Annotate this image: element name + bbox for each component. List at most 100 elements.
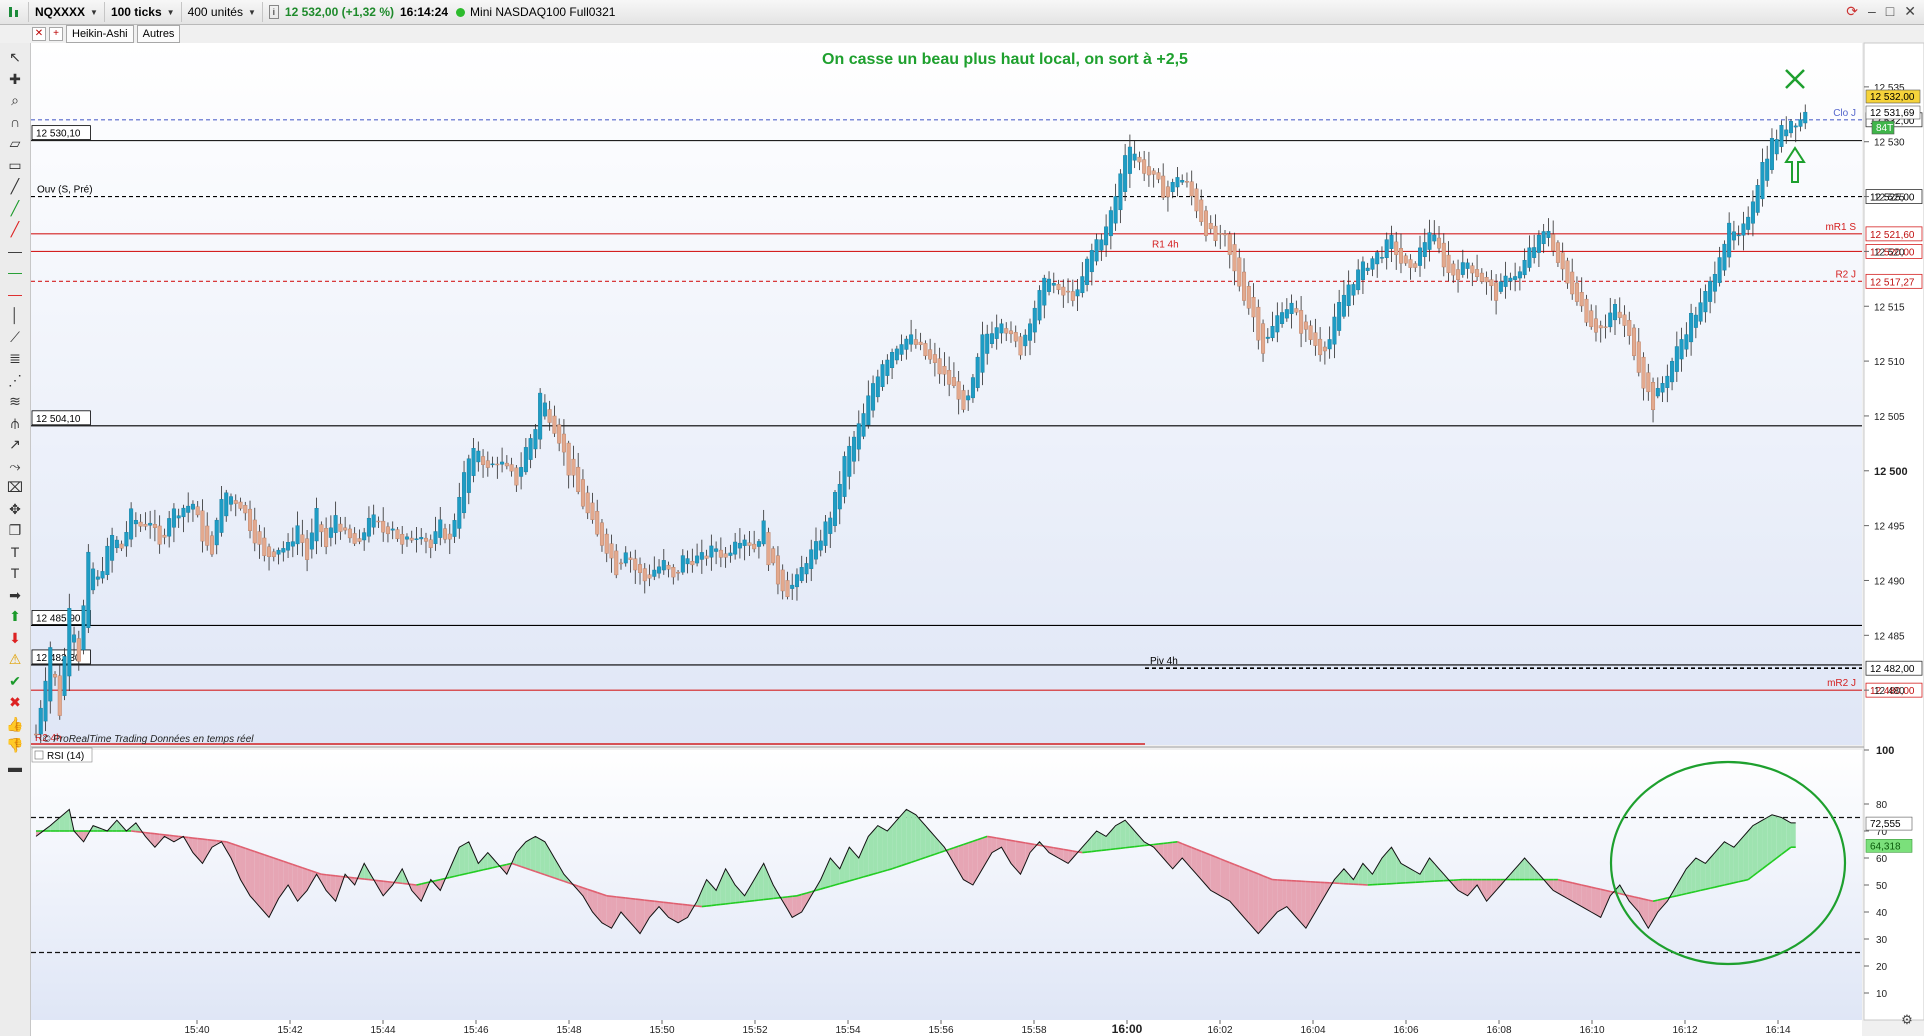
candle (433, 516, 438, 551)
rsi-ma-segment (221, 840, 227, 843)
minimize-icon[interactable]: – (1868, 3, 1876, 19)
red-hline-icon[interactable]: — (8, 285, 22, 302)
candle (1717, 246, 1722, 287)
rsi-fill-down (611, 896, 617, 929)
candle (324, 517, 329, 555)
check-icon[interactable]: ✔ (9, 672, 21, 689)
candle-up (1099, 239, 1104, 251)
candle-down (443, 528, 448, 540)
rsi-fill-down (668, 902, 674, 921)
settings-icon[interactable]: ⚙ (1901, 1012, 1913, 1027)
candle (224, 489, 229, 522)
candle (428, 534, 433, 559)
candle-down (937, 358, 942, 375)
green-line-icon[interactable]: — (8, 264, 22, 280)
symbol-select[interactable]: NQXXXX ▼ (29, 2, 105, 22)
candle (100, 556, 105, 584)
fan-icon[interactable]: ⋰ (8, 371, 22, 388)
fib-icon[interactable]: ⟋ (10, 328, 20, 345)
rsi-fill-down (1591, 887, 1596, 915)
rsi-ma-segment (416, 883, 422, 886)
candle (381, 507, 386, 542)
rsi-ma-segment (1219, 858, 1226, 862)
candle-down (647, 574, 652, 579)
trend-icon[interactable]: ╱ (10, 199, 20, 216)
candle-down (561, 433, 566, 453)
others-button[interactable]: Autres (136, 25, 181, 43)
candle (114, 536, 119, 553)
candle (1218, 224, 1223, 250)
close-icon[interactable]: ✕ (1904, 3, 1916, 19)
thumb-up-icon[interactable]: 👍 (6, 715, 24, 732)
candle (1441, 233, 1446, 277)
candle-up (1522, 260, 1527, 276)
thumb-down-icon[interactable]: 👎 (6, 737, 24, 753)
rsi-fill-down (1248, 870, 1254, 929)
candle (657, 559, 662, 579)
red-line-icon[interactable]: ╱ (10, 221, 20, 237)
candle-down (752, 543, 757, 550)
chart-type-icon[interactable] (0, 2, 29, 22)
candle-down (718, 549, 723, 558)
elliott-icon[interactable]: ⤳ (9, 457, 21, 474)
candle-down (956, 381, 961, 400)
candle (638, 557, 643, 585)
eraser-icon[interactable]: ▬ (8, 758, 22, 775)
candle-up (1075, 289, 1080, 297)
channel-icon[interactable]: ≣ (9, 350, 21, 366)
move-icon[interactable]: ✥ (9, 500, 21, 517)
sync-icon[interactable]: ⟳ (1846, 3, 1858, 19)
warning-icon[interactable]: ⚠ (8, 651, 22, 667)
rsi-ma-segment (658, 900, 664, 904)
rsi-fill-up (131, 822, 136, 832)
copy-icon[interactable]: ❐ (8, 522, 22, 538)
candle (628, 551, 633, 573)
cross-icon[interactable]: ✖ (9, 694, 21, 710)
ruler-icon[interactable]: ▱ (9, 135, 21, 151)
rsi-ma-segment (411, 883, 417, 886)
rsi-ma-segment (1134, 845, 1140, 848)
line-icon[interactable]: ╱ (10, 178, 20, 194)
text-t2-icon[interactable]: T (10, 565, 20, 581)
rsi-checkbox-icon[interactable] (34, 750, 44, 760)
rsi-ma-segment (1714, 885, 1720, 888)
candle (913, 328, 918, 349)
info-icon[interactable]: i (268, 5, 279, 19)
candle (1389, 225, 1394, 263)
crosshair-icon[interactable]: ✚ (9, 70, 21, 87)
magnet-icon[interactable]: ∩ (9, 113, 21, 130)
add-icon[interactable]: + (49, 27, 63, 41)
vline-icon[interactable]: │ (10, 307, 20, 323)
text-t-icon[interactable]: T (10, 543, 20, 560)
rsi-fill-up (892, 820, 897, 869)
candle-up (1708, 280, 1713, 302)
rsi-ma-segment (963, 842, 969, 846)
trash-icon[interactable]: ▭ (8, 156, 22, 173)
hline-icon[interactable]: — (8, 242, 22, 259)
candle (400, 526, 405, 554)
arrow-down-red-icon[interactable]: ⬇ (9, 629, 21, 646)
pitchfork-icon[interactable]: ⫛ (10, 414, 20, 431)
candle (1674, 331, 1679, 382)
zoom-icon[interactable]: ⌕ (11, 92, 19, 108)
gann-icon[interactable]: ≋ (9, 393, 21, 409)
arrow-icon[interactable]: ↗ (9, 436, 21, 452)
heikin-ashi-button[interactable]: Heikin-Ashi (66, 25, 134, 43)
text-icon[interactable]: ⌧ (6, 479, 24, 495)
cursor-icon[interactable]: ↖ (9, 49, 21, 65)
units-select[interactable]: 400 unités ▼ (182, 2, 263, 22)
arrow-right-icon[interactable]: ➡ (9, 586, 21, 603)
rsi-fill-up (1358, 863, 1363, 885)
price-tick-label: 12 500 (1874, 466, 1908, 478)
interval-select[interactable]: 100 ticks ▼ (105, 2, 182, 22)
candle-up (1712, 274, 1717, 292)
candle (53, 671, 58, 686)
candle-down (509, 464, 514, 472)
candle (1170, 178, 1175, 199)
rsi-ma-segment (430, 879, 436, 883)
arrow-up-green-icon[interactable]: ⬆ (9, 608, 21, 624)
rsi-ma-segment (696, 905, 702, 908)
close-icon[interactable]: ✕ (32, 27, 46, 41)
maximize-icon[interactable]: □ (1885, 3, 1895, 19)
